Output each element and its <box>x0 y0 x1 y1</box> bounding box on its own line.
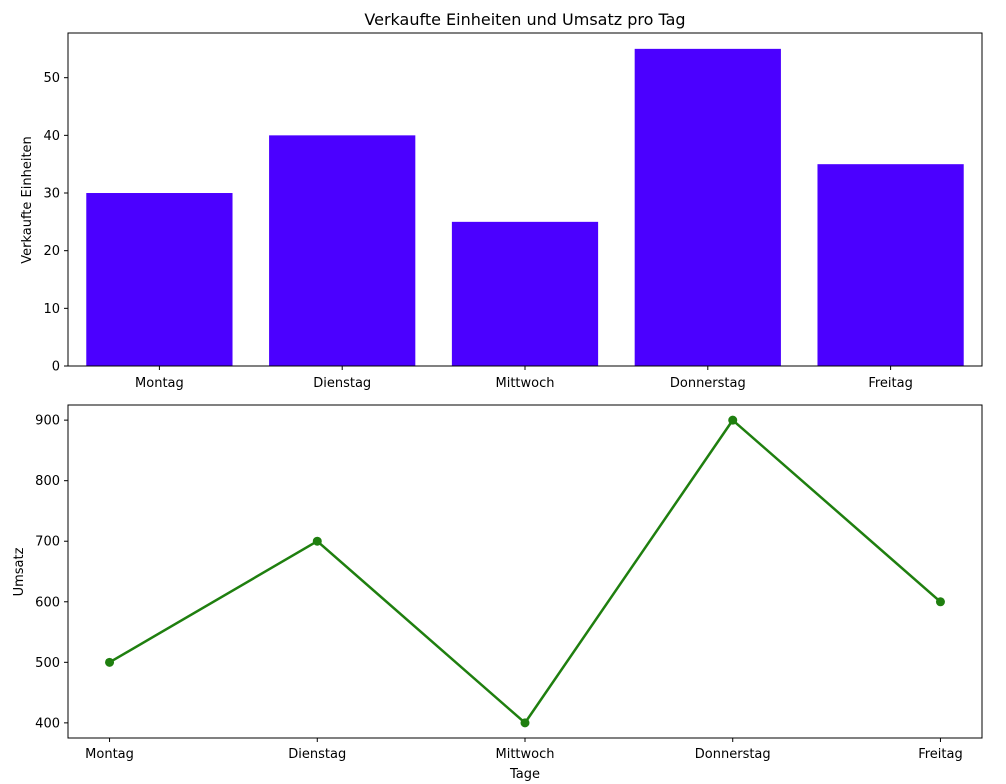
revenue-point-mittwoch <box>520 718 530 728</box>
bar-x-tick-label: Dienstag <box>313 376 371 391</box>
line-x-tick-label: Donnerstag <box>695 747 771 762</box>
bar-x-tick-label: Freitag <box>868 376 913 391</box>
line-y-tick-label: 600 <box>35 595 60 610</box>
bar-y-tick-label: 10 <box>43 302 60 317</box>
bar-donnerstag <box>634 48 781 366</box>
line-x-tick-label: Montag <box>85 747 134 762</box>
bar-y-tick-label: 0 <box>52 360 60 375</box>
bar-y-axis-label: Verkaufte Einheiten <box>20 136 35 264</box>
bar-chart: Verkaufte Einheiten und Umsatz pro Tag 0… <box>20 10 983 391</box>
bar-freitag <box>817 164 964 366</box>
revenue-point-donnerstag <box>728 415 738 425</box>
line-y-tick-label: 400 <box>35 716 60 731</box>
line-series <box>105 415 945 728</box>
bar-x-axis-ticks: Montag Dienstag Mittwoch Donnerstag Freitag <box>135 366 913 391</box>
line-chart: 400 500 600 700 800 900 Montag Dienstag Mittwoc… <box>12 404 983 782</box>
bar-series <box>86 48 964 366</box>
bar-montag <box>86 193 233 366</box>
line-y-axis-ticks: 400 500 600 700 800 900 <box>35 414 68 731</box>
bar-y-tick-label: 50 <box>43 71 60 86</box>
line-y-tick-label: 700 <box>35 535 60 550</box>
line-x-axis-ticks: Montag Dienstag Mittwoch Donnerstag Freitag <box>85 738 963 762</box>
line-x-axis-label: Tage <box>509 767 540 782</box>
line-x-tick-label: Mittwoch <box>496 747 555 762</box>
revenue-point-dienstag <box>312 536 322 546</box>
chart-title: Verkaufte Einheiten und Umsatz pro Tag <box>364 10 685 29</box>
bar-x-tick-label: Montag <box>135 376 184 391</box>
bar-x-tick-label: Mittwoch <box>496 376 555 391</box>
bar-y-tick-label: 20 <box>43 244 60 259</box>
line-y-tick-label: 900 <box>35 414 60 429</box>
line-x-tick-label: Freitag <box>918 747 963 762</box>
line-y-axis-label: Umsatz <box>12 547 27 596</box>
bar-dienstag <box>269 135 416 366</box>
bar-y-axis-ticks: 0 10 20 30 40 50 <box>43 71 68 375</box>
bar-y-tick-label: 30 <box>43 187 60 202</box>
revenue-point-montag <box>105 657 115 667</box>
bar-y-tick-label: 40 <box>43 129 60 144</box>
line-x-tick-label: Dienstag <box>288 747 346 762</box>
line-y-tick-label: 500 <box>35 656 60 671</box>
line-y-tick-label: 800 <box>35 474 60 489</box>
bar-x-tick-label: Donnerstag <box>670 376 746 391</box>
revenue-point-freitag <box>935 597 945 607</box>
bar-mittwoch <box>451 221 599 366</box>
